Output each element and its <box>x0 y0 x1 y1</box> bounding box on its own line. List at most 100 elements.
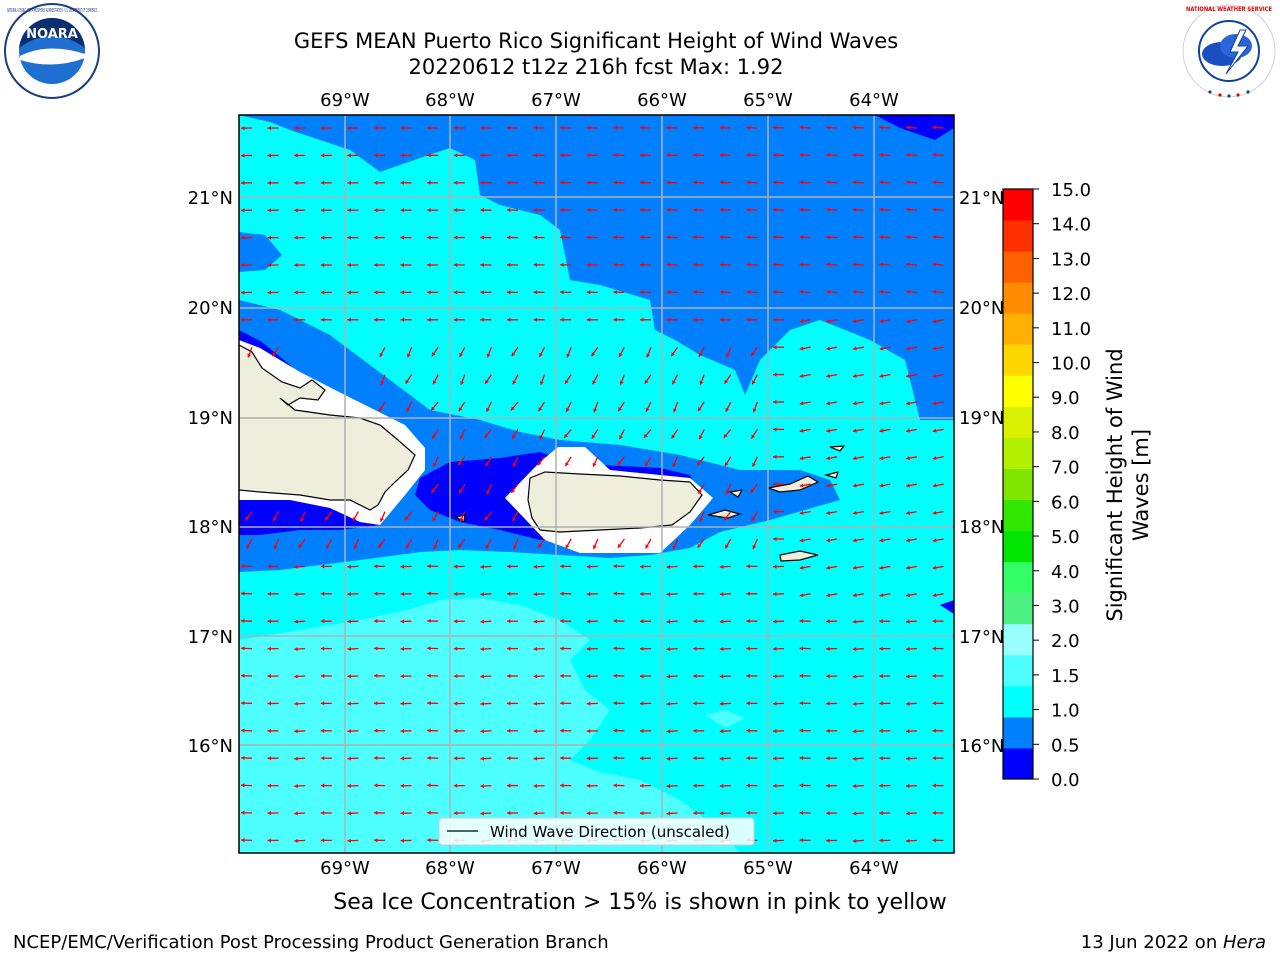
direction-arrowhead <box>294 263 298 268</box>
direction-arrowhead <box>453 811 458 816</box>
direction-arrowhead <box>906 674 910 679</box>
direction-arrowhead <box>537 461 542 466</box>
direction-arrowhead <box>241 153 245 158</box>
direction-arrowhead <box>320 290 325 295</box>
direction-arrowhead <box>427 673 431 678</box>
direction-arrowhead <box>799 428 804 433</box>
direction-arrowhead <box>906 756 910 761</box>
direction-arrowhead <box>879 838 883 843</box>
direction-arrowhead <box>374 317 378 322</box>
direction-arrowhead <box>267 153 272 158</box>
direction-arrowhead <box>480 701 484 706</box>
direction-arrowhead <box>241 618 245 623</box>
direction-arrowhead <box>852 235 857 240</box>
direction-arrowhead <box>719 317 724 322</box>
direction-arrowhead <box>852 510 857 515</box>
map-frame <box>238 114 955 854</box>
colorbar-label-line2: Waves [m] <box>1129 429 1153 541</box>
lon-label-bottom: 65°W <box>743 858 793 879</box>
direction-arrowhead <box>533 262 538 267</box>
direction-arrowhead <box>640 262 644 267</box>
direction-arrowhead <box>507 125 511 130</box>
direction-arrowhead <box>533 153 538 158</box>
direction-arrowhead <box>879 593 884 598</box>
direction-arrowhead <box>347 262 351 268</box>
direction-arrowhead <box>507 235 511 240</box>
direction-arrowhead <box>593 408 598 413</box>
direction-arrowhead <box>773 646 777 651</box>
lon-labels-bottom: 69°W 68°W 67°W 66°W 65°W 64°W <box>320 858 899 879</box>
direction-arrowhead <box>666 317 671 322</box>
direction-arrowhead <box>294 838 298 843</box>
direction-arrowhead <box>671 434 676 439</box>
direction-arrowhead <box>374 810 378 815</box>
direction-arrowhead <box>666 564 671 569</box>
direction-arrowhead <box>932 756 937 761</box>
colorbar-label: Significant Height of Wind Waves [m] <box>1103 348 1153 621</box>
direction-arrowhead <box>427 235 431 240</box>
direction-arrowhead <box>427 755 431 761</box>
direction-arrowhead <box>799 456 804 461</box>
direction-arrowhead <box>799 319 804 324</box>
direction-arrowhead <box>294 783 298 789</box>
direction-arrowhead <box>906 510 910 515</box>
lat-label-right: 16°N <box>959 736 1004 757</box>
direction-arrowhead <box>347 592 351 597</box>
direction-arrowhead <box>533 317 538 322</box>
field-below-0-5-east <box>940 600 954 614</box>
direction-arrowhead <box>241 208 245 213</box>
direction-arrowhead <box>241 263 245 268</box>
direction-arrowhead <box>533 811 538 816</box>
direction-arrowhead <box>666 701 671 706</box>
direction-arrowhead <box>427 728 431 733</box>
direction-arrowhead <box>480 262 484 267</box>
direction-arrowhead <box>294 674 298 679</box>
direction-arrowhead <box>826 289 830 295</box>
direction-arrowhead <box>879 235 883 240</box>
direction-arrowhead <box>453 646 458 651</box>
direction-arrowhead <box>618 352 623 357</box>
direction-arrowhead <box>799 646 804 651</box>
colorbar-ticks: 15.0 14.0 13.0 12.0 11.0 10.0 9.0 8.0 7.0 6.0 5.0 4… <box>1033 180 1091 791</box>
colorbar-block <box>1003 220 1033 252</box>
colorbar-tick-label: 11.0 <box>1051 319 1091 340</box>
direction-arrowhead <box>374 208 378 213</box>
direction-arrowhead <box>374 673 378 678</box>
colorbar-block <box>1003 592 1033 625</box>
lat-label-right: 21°N <box>959 188 1004 209</box>
direction-arrowhead <box>347 646 351 651</box>
direction-arrowhead <box>773 729 777 734</box>
direction-arrowhead <box>879 207 883 212</box>
direction-arrowhead <box>852 346 857 351</box>
colorbar-tick-label: 2.0 <box>1051 631 1080 652</box>
direction-arrowhead <box>480 235 484 240</box>
direction-arrowhead <box>374 591 378 596</box>
st-croix-island <box>779 550 819 562</box>
legend-label: Wind Wave Direction (unscaled) <box>490 823 730 841</box>
direction-arrowhead <box>453 153 458 158</box>
direction-arrowhead <box>773 399 777 405</box>
direction-arrowhead <box>826 152 830 158</box>
direction-arrowhead <box>400 838 405 843</box>
direction-arrowhead <box>773 536 777 542</box>
direction-arrowhead <box>640 235 644 240</box>
direction-arrowhead <box>826 701 830 706</box>
direction-arrowhead <box>672 545 677 550</box>
direction-arrowhead <box>453 701 458 706</box>
direction-arrowhead <box>533 646 538 652</box>
direction-arrowhead <box>746 564 750 569</box>
direction-arrowhead <box>533 729 538 734</box>
direction-arrowhead <box>586 235 591 240</box>
direction-arrowhead <box>565 379 569 384</box>
direction-arrowhead <box>852 838 857 843</box>
direction-arrowhead <box>799 262 804 267</box>
direction-arrowhead <box>799 125 804 130</box>
direction-arrowhead <box>507 619 511 624</box>
direction-arrowhead <box>773 289 777 295</box>
direction-arrowhead <box>640 701 644 706</box>
puerto-rico-land <box>527 471 703 533</box>
direction-arrowhead <box>459 435 464 440</box>
lon-label-top: 64°W <box>849 90 899 111</box>
direction-arrowhead <box>613 125 617 130</box>
direction-arrowhead <box>773 482 777 487</box>
